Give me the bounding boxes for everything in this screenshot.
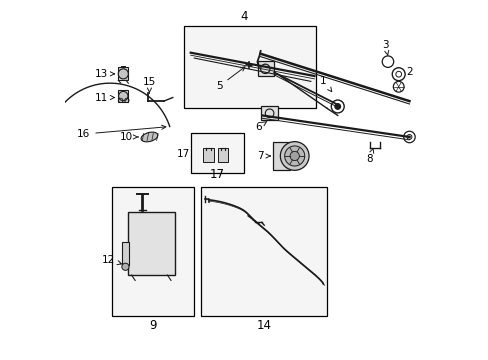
Bar bbox=[112, 187, 194, 316]
Circle shape bbox=[122, 263, 129, 270]
Text: 17: 17 bbox=[176, 149, 190, 159]
Bar bbox=[122, 242, 129, 265]
Text: 14: 14 bbox=[256, 319, 271, 332]
Text: 12: 12 bbox=[101, 255, 122, 265]
Bar bbox=[217, 148, 228, 162]
Text: 15: 15 bbox=[142, 77, 156, 93]
Text: 11: 11 bbox=[95, 93, 114, 103]
Text: 2: 2 bbox=[405, 67, 412, 77]
Text: 10: 10 bbox=[119, 132, 138, 142]
Circle shape bbox=[119, 91, 128, 101]
Text: 17: 17 bbox=[210, 168, 224, 181]
Bar bbox=[183, 26, 316, 108]
Text: 4: 4 bbox=[240, 10, 248, 23]
Circle shape bbox=[289, 151, 299, 161]
Bar bbox=[118, 90, 128, 102]
Text: 6: 6 bbox=[255, 121, 266, 132]
Text: 13: 13 bbox=[95, 69, 114, 79]
Text: 9: 9 bbox=[149, 319, 157, 332]
Bar bbox=[190, 134, 244, 173]
Bar bbox=[203, 148, 214, 162]
Text: 3: 3 bbox=[381, 40, 388, 56]
Text: 1: 1 bbox=[320, 76, 331, 92]
Text: 16: 16 bbox=[77, 125, 165, 139]
Bar bbox=[201, 187, 326, 316]
Bar bbox=[273, 142, 290, 170]
Circle shape bbox=[280, 141, 308, 170]
Circle shape bbox=[284, 146, 304, 166]
Bar bbox=[260, 106, 277, 120]
Circle shape bbox=[118, 69, 128, 79]
Bar bbox=[128, 212, 174, 275]
Text: 7: 7 bbox=[257, 151, 270, 161]
Circle shape bbox=[334, 104, 340, 109]
Text: 8: 8 bbox=[365, 149, 373, 164]
Bar bbox=[118, 67, 128, 80]
Circle shape bbox=[406, 134, 411, 139]
Text: 5: 5 bbox=[216, 67, 244, 91]
Bar bbox=[258, 61, 274, 76]
Ellipse shape bbox=[141, 132, 158, 142]
